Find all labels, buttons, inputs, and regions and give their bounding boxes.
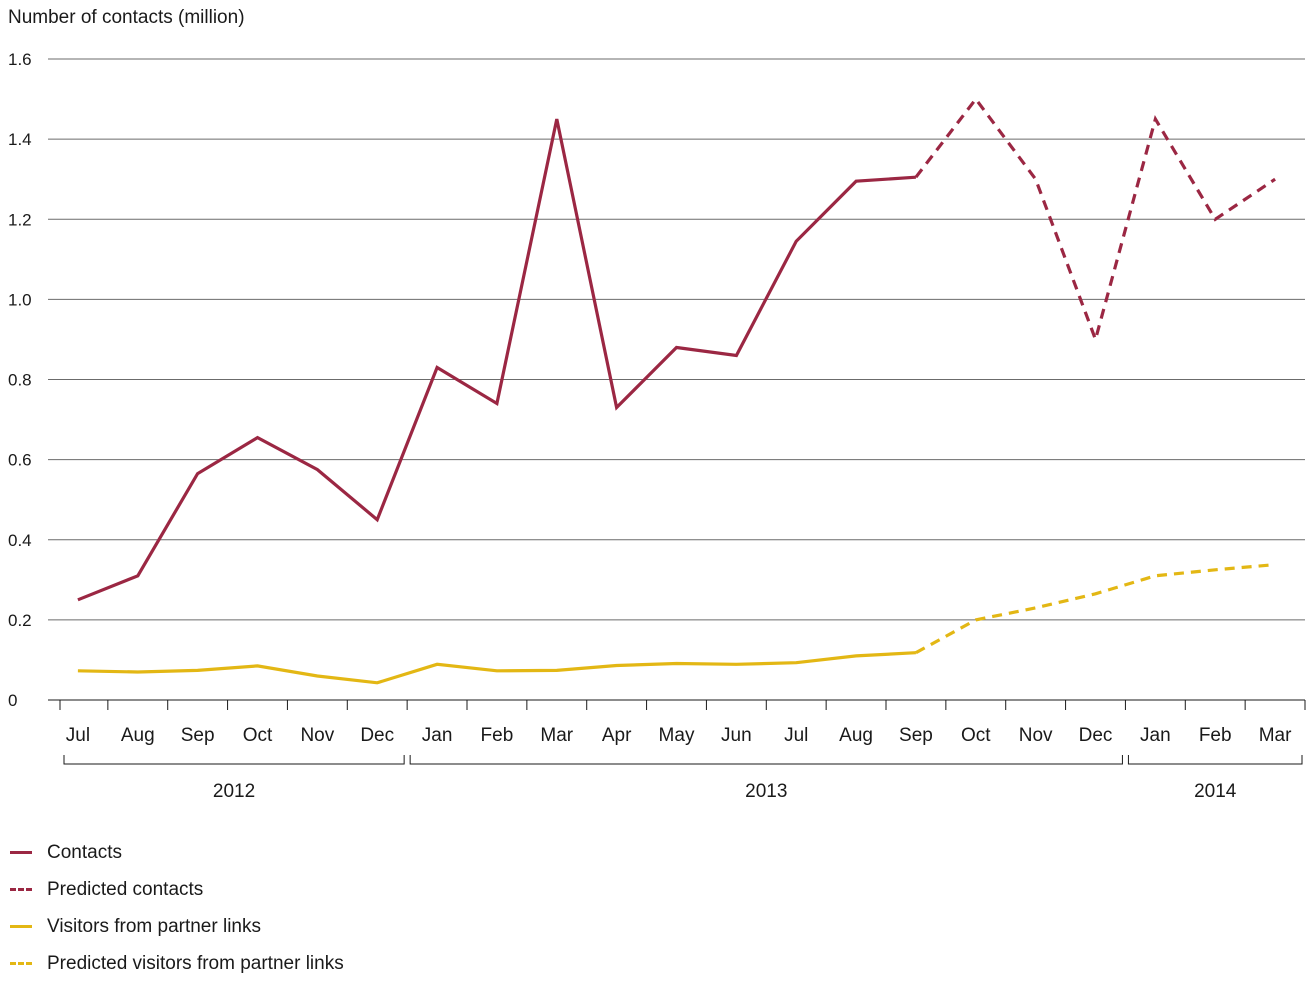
year-label: 2014 (1194, 781, 1237, 802)
x-tick-label: Mar (1259, 725, 1292, 746)
series-line-predicted-contacts (914, 96, 1276, 345)
x-tick-label: Aug (839, 725, 873, 746)
y-tick-label: 0.4 (8, 531, 32, 550)
legend: Contacts Predicted contacts Visitors fro… (10, 834, 344, 982)
legend-swatch-predicted-contacts (10, 888, 32, 891)
legend-swatch-predicted-visitors (10, 962, 32, 965)
x-tick-label: Jul (784, 725, 808, 746)
x-tick-label: Aug (121, 725, 155, 746)
y-axis-label: Number of contacts (million) (8, 7, 245, 28)
x-tick-label: Apr (602, 725, 632, 746)
legend-item-predicted-visitors: Predicted visitors from partner links (10, 945, 344, 982)
y-tick-label: 1.4 (8, 130, 32, 149)
x-tick-label: Feb (481, 725, 514, 746)
legend-item-contacts: Contacts (10, 834, 344, 871)
x-tick-label: Sep (181, 725, 215, 746)
x-tick-label: Sep (899, 725, 933, 746)
year-label: 2013 (745, 781, 787, 802)
x-tick-label: Dec (360, 725, 394, 746)
y-tick-label: 0.8 (8, 371, 32, 390)
legend-label: Predicted visitors from partner links (47, 952, 344, 974)
x-tick-label: Jan (422, 725, 453, 746)
legend-item-predicted-contacts: Predicted contacts (10, 871, 344, 908)
x-tick-label: Oct (243, 725, 273, 746)
y-tick-label: 0 (8, 691, 17, 710)
series-line-visitors-from-partner-links (77, 651, 916, 685)
y-tick-label: 1.6 (8, 50, 32, 69)
series-line-predicted-visitors-from-partner-links (915, 563, 1276, 655)
y-tick-label: 0.6 (8, 451, 32, 470)
legend-swatch-visitors (10, 925, 32, 928)
x-tick-label: Mar (540, 725, 573, 746)
y-tick-label: 0.2 (8, 611, 32, 630)
x-tick-label: Feb (1199, 725, 1232, 746)
year-label: 2012 (213, 781, 255, 802)
x-tick-label: Nov (300, 725, 334, 746)
legend-item-visitors: Visitors from partner links (10, 908, 344, 945)
x-tick-label: Jan (1140, 725, 1171, 746)
x-tick-label: Jun (721, 725, 752, 746)
legend-swatch-contacts (10, 851, 32, 854)
x-tick-label: Jul (66, 725, 90, 746)
legend-label: Contacts (47, 841, 122, 863)
legend-label: Predicted contacts (47, 878, 204, 900)
legend-label: Visitors from partner links (47, 915, 261, 937)
year-bracket (409, 755, 1123, 765)
year-bracket (1127, 755, 1303, 765)
line-chart: 0 0.2 0.4 0.6 0.8 1.0 1.2 1.4 1.6 Jul Aug Sep Oct Nov… (8, 50, 1306, 802)
x-tick-label: Nov (1019, 725, 1053, 746)
series-line-contacts (77, 118, 917, 602)
x-tick-label: May (659, 725, 695, 746)
y-tick-label: 1.2 (8, 210, 32, 229)
x-tick-label: Oct (961, 725, 991, 746)
year-bracket (63, 755, 405, 765)
x-tick-label: Dec (1079, 725, 1113, 746)
y-tick-label: 1.0 (8, 290, 32, 309)
